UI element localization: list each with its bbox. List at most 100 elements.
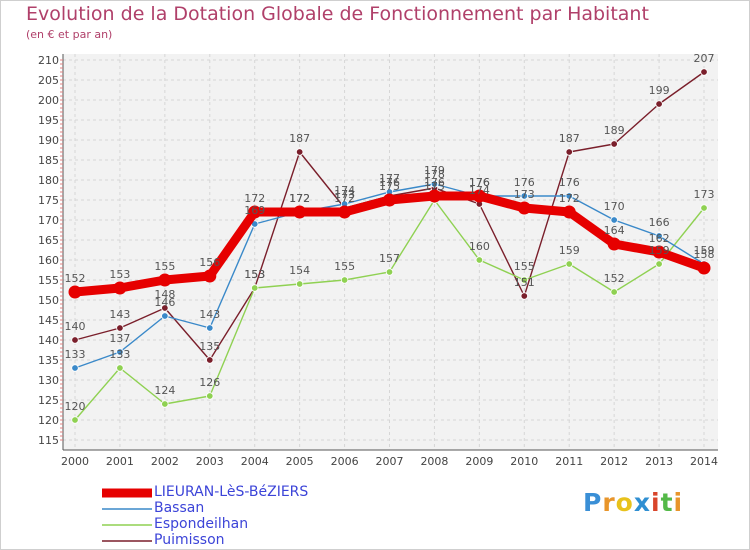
y-tick-label: 190 [38, 134, 59, 147]
data-label: 133 [65, 348, 86, 361]
proxiti-logo: Proxiti [583, 488, 683, 517]
logo-letter: P [583, 488, 603, 517]
data-point [248, 205, 262, 219]
y-tick-label: 130 [38, 374, 59, 387]
logo-letter: x [633, 488, 651, 517]
legend-swatch-espondeilhan [102, 524, 152, 526]
y-tick-label: 150 [38, 294, 59, 307]
data-point [427, 189, 441, 203]
data-label: 173 [514, 188, 535, 201]
data-point [562, 205, 576, 219]
data-point [610, 140, 618, 148]
data-label: 159 [649, 244, 670, 257]
data-point [565, 192, 573, 200]
data-label: 172 [289, 192, 310, 205]
data-point [383, 193, 397, 207]
data-point [68, 285, 82, 299]
data-point [430, 180, 439, 188]
y-tick-label: 125 [38, 394, 59, 407]
x-tick-label: 2004 [241, 455, 269, 468]
data-label: 175 [424, 180, 445, 193]
data-label: 172 [559, 192, 580, 205]
logo-letter: i [673, 488, 684, 517]
data-label: 160 [469, 240, 490, 253]
data-label: 137 [109, 332, 130, 345]
data-label: 176 [469, 176, 490, 189]
y-tick-label: 140 [38, 334, 59, 347]
data-point [472, 189, 486, 203]
data-point [116, 324, 124, 332]
data-label: 155 [334, 260, 355, 273]
data-label: 133 [109, 348, 130, 361]
data-point [517, 201, 531, 215]
logo-letter: r [602, 488, 616, 517]
data-label: 177 [379, 172, 400, 185]
data-point [697, 261, 711, 275]
legend-swatch-lieuran [102, 488, 152, 498]
data-point [295, 280, 304, 288]
data-label: 135 [199, 340, 220, 353]
x-tick-label: 2011 [555, 455, 583, 468]
y-tick-label: 170 [38, 214, 59, 227]
x-tick-label: 2013 [645, 455, 673, 468]
data-point [655, 232, 663, 240]
data-label: 173 [334, 188, 355, 201]
data-label: 170 [604, 200, 625, 213]
data-label: 152 [604, 272, 625, 285]
y-tick-label: 175 [38, 194, 59, 207]
data-label: 155 [154, 260, 175, 273]
x-tick-label: 2002 [151, 455, 179, 468]
data-label: 143 [199, 308, 220, 321]
data-point [71, 336, 79, 344]
data-label: 162 [649, 232, 670, 245]
y-tick-label: 155 [38, 274, 59, 287]
data-point [655, 260, 663, 268]
data-label: 164 [604, 224, 625, 237]
data-label: 153 [109, 268, 130, 281]
data-label: 152 [65, 272, 86, 285]
data-label: 176 [514, 176, 535, 189]
data-label: 207 [694, 52, 715, 65]
data-label: 179 [424, 164, 445, 177]
data-point [475, 256, 484, 264]
data-label: 169 [244, 204, 265, 217]
data-label: 143 [109, 308, 130, 321]
logo-letter: t [660, 488, 674, 517]
data-label: 159 [559, 244, 580, 257]
data-label: 174 [469, 184, 490, 197]
data-point [607, 237, 621, 251]
data-label: 199 [649, 84, 670, 97]
data-point [385, 268, 394, 276]
data-point [565, 260, 573, 268]
data-label: 176 [559, 176, 580, 189]
data-point [610, 288, 618, 296]
data-label: 153 [244, 268, 265, 281]
logo-letter: o [615, 488, 634, 517]
data-point [520, 276, 528, 284]
legend-label-espondeilhan: Espondeilhan [154, 516, 249, 532]
data-label: 174 [334, 184, 355, 197]
y-tick-label: 115 [38, 434, 59, 447]
data-point [520, 292, 528, 300]
data-point [161, 400, 169, 408]
y-tick-label: 195 [38, 114, 59, 127]
x-tick-label: 2012 [600, 455, 628, 468]
data-point [206, 356, 214, 364]
data-point [161, 312, 169, 320]
data-label: 173 [694, 188, 715, 201]
y-tick-label: 135 [38, 354, 59, 367]
data-label: 175 [379, 180, 400, 193]
data-point [295, 148, 304, 156]
data-label: 176 [379, 176, 400, 189]
data-point [116, 364, 124, 372]
data-point [158, 273, 172, 287]
data-label: 156 [199, 256, 220, 269]
x-tick-label: 2010 [510, 455, 538, 468]
data-point [113, 281, 127, 295]
data-label: 148 [154, 288, 175, 301]
data-label: 178 [424, 168, 445, 181]
legend-label-puimisson: Puimisson [154, 532, 225, 548]
data-label: 151 [514, 276, 535, 289]
x-tick-label: 2003 [196, 455, 224, 468]
x-tick-label: 2005 [286, 455, 314, 468]
